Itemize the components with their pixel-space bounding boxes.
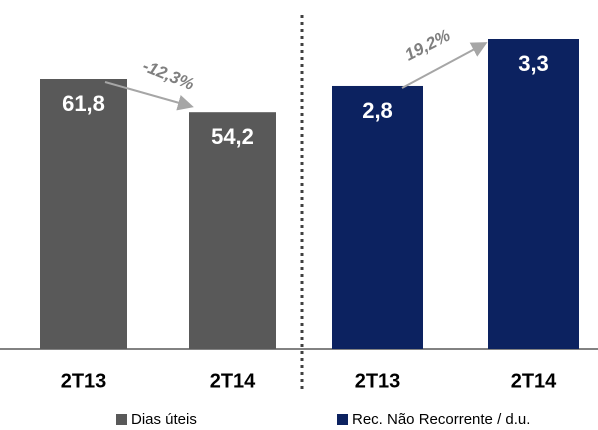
bar <box>488 39 579 349</box>
x-tick-label: 2T13 <box>61 370 107 392</box>
legend-swatch <box>116 414 127 425</box>
legend-label: Dias úteis <box>131 411 197 428</box>
annotation: 19,2% <box>402 26 454 65</box>
bar <box>40 79 127 349</box>
value-label: 2,8 <box>362 98 393 123</box>
value-label: 54,2 <box>211 124 254 149</box>
bar <box>189 112 276 349</box>
x-tick-label: 2T14 <box>511 370 557 392</box>
value-label: 61,8 <box>62 91 105 116</box>
x-tick-label: 2T13 <box>355 370 401 392</box>
legend-label: Rec. Não Recorrente / d.u. <box>352 411 530 428</box>
arrow <box>104 81 194 111</box>
x-tick-label: 2T14 <box>210 370 256 392</box>
value-label: 3,3 <box>518 51 549 76</box>
arrow <box>401 42 488 89</box>
bar <box>332 85 423 349</box>
legend-swatch <box>337 414 348 425</box>
annotation: -12,3% <box>140 56 197 94</box>
